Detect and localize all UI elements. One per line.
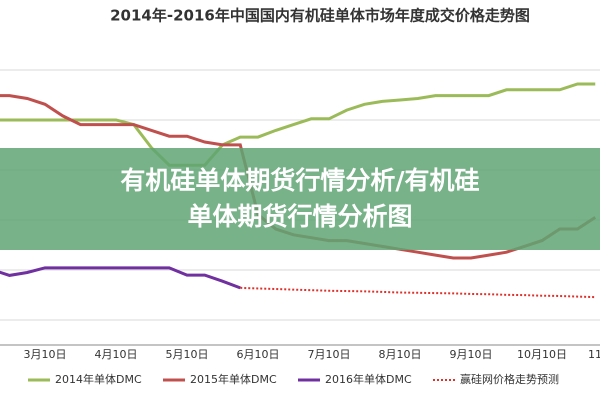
x-tick-label: 3月10日	[24, 348, 67, 361]
legend-label: 2016年单体DMC	[325, 372, 412, 386]
x-tick-label: 9月10日	[450, 348, 493, 361]
x-tick-label: 5月10日	[166, 348, 209, 361]
x-tick-label: 11月10日	[588, 348, 600, 361]
banner-text: 单体期货行情分析图	[187, 202, 412, 231]
legend: 2014年单体DMC 2015年单体DMC 2016年单体DMC 赢硅网价格走势预测	[28, 372, 559, 386]
chart-title: 2014年-2016年中国国内有机硅单体市场年度成交价格走势图	[110, 7, 530, 25]
x-tick-label: 7月10日	[308, 348, 351, 361]
series-line	[0, 266, 241, 290]
banner	[0, 148, 600, 250]
legend-label: 2014年单体DMC	[55, 372, 142, 386]
x-tick-label: 10月10日	[517, 348, 567, 361]
x-tick-label: 4月10日	[95, 348, 138, 361]
series-line	[0, 82, 596, 167]
series-line	[240, 286, 596, 299]
banner-text: 有机硅单体期货行情分析/有机硅	[120, 166, 479, 195]
x-tick-label: 6月10日	[237, 348, 280, 361]
legend-label: 2015年单体DMC	[190, 372, 277, 386]
legend-label: 赢硅网价格走势预测	[460, 372, 559, 386]
x-tick-label: 8月10日	[379, 348, 422, 361]
